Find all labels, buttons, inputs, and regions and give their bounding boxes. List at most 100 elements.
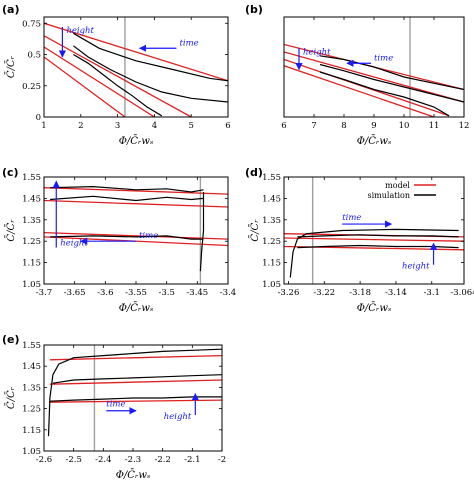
simulation-line-4 <box>297 234 459 238</box>
height-annotation: height <box>402 242 438 272</box>
simulation-line-4 <box>52 374 222 384</box>
model-line-3 <box>284 65 435 117</box>
y-tick-label: 0.75 <box>22 19 41 29</box>
annotation-label: time <box>179 38 198 48</box>
simulation-line-6 <box>73 53 163 117</box>
y-tick-label: 1.05 <box>22 447 41 457</box>
panel-letter: (d) <box>245 166 263 179</box>
x-tick-label: 8 <box>341 121 346 131</box>
simulation-line-4 <box>73 32 228 82</box>
annotation-label: height <box>303 47 331 57</box>
annotation-label: time <box>342 213 361 223</box>
plot-frame <box>43 16 229 118</box>
panel-letter: (c) <box>2 166 19 179</box>
x-axis-label: Φ/C̄ᵣwₛ <box>357 135 392 147</box>
simulation-line-6 <box>319 71 450 117</box>
x-tick-label: 4 <box>152 121 157 131</box>
model-line-3 <box>44 56 126 117</box>
model-line-2 <box>44 46 155 117</box>
x-axis-label: Φ/C̄ᵣwₛ <box>116 469 151 481</box>
model-line-1 <box>44 199 228 208</box>
x-tick-label: -3.5 <box>158 288 174 298</box>
panel-e: -2.6 -2.5 -2.4 -2.3 -2.2 -2.1 -2 1.05 1.15 1.25 1.… <box>2 333 226 481</box>
x-tick-label: -3.14 <box>385 288 407 298</box>
panel-letter: (a) <box>2 3 19 16</box>
x-tick-label: -3.6 <box>97 288 113 298</box>
annotation-label: height <box>402 262 430 272</box>
panel-a: 1 2 3 4 5 6 0 0.25 0.5 0.75(a) Φ/C̄ᵣwₛ C̄/C̄ᵣ height… <box>2 3 231 147</box>
x-tick-label: -2.5 <box>65 455 81 465</box>
plot-area <box>47 345 222 451</box>
legend-label: model <box>385 181 410 190</box>
model-line-2 <box>44 231 228 240</box>
x-tick-label: 9 <box>371 121 376 131</box>
x-tick-label: -3.064 <box>450 288 474 298</box>
model-line-1 <box>284 237 464 242</box>
model-line-1 <box>49 379 222 385</box>
x-tick-label: -3.55 <box>125 288 147 298</box>
x-tick-label: 5 <box>188 121 193 131</box>
plot-frame <box>283 176 465 285</box>
x-tick-label: -3.22 <box>313 288 335 298</box>
y-axis-label: C̄/C̄ᵣ <box>5 55 17 78</box>
x-tick-label: 6 <box>225 121 230 131</box>
time-annotation: time <box>346 53 393 67</box>
model-line-1 <box>284 51 464 103</box>
y-axis-label: C̄/C̄ᵣ <box>5 386 17 409</box>
x-tick-label: -2.6 <box>36 455 52 465</box>
panel-letter: (b) <box>245 3 263 16</box>
y-tick-label: 1.25 <box>22 237 41 247</box>
time-annotation: time <box>106 400 137 415</box>
x-tick-label: -3.18 <box>349 288 371 298</box>
annotation-label: height <box>66 26 94 36</box>
x-axis-label: Φ/C̄ᵣwₛ <box>119 302 154 314</box>
y-tick-label: 1.05 <box>262 280 281 290</box>
x-tick-label: 6 <box>281 121 286 131</box>
y-tick-label: 1.45 <box>22 194 41 204</box>
height-annotation: height <box>295 47 331 71</box>
x-tick-label: -3.26 <box>278 288 300 298</box>
y-tick-label: 1.15 <box>22 426 41 436</box>
legend-label: simulation <box>368 191 410 200</box>
x-tick-label: -2.2 <box>154 455 170 465</box>
y-tick-label: 1.05 <box>22 280 41 290</box>
y-tick-label: 1.15 <box>22 259 41 269</box>
plot-area <box>284 17 464 117</box>
simulation-line-5 <box>73 45 228 103</box>
plot-area <box>44 17 228 117</box>
x-tick-label: -3.7 <box>36 288 52 298</box>
x-tick-label: 10 <box>399 121 410 131</box>
y-tick-label: 0.5 <box>27 51 41 61</box>
y-tick-label: 1.35 <box>22 383 41 393</box>
simulation-line-5 <box>50 195 204 202</box>
panel-b: 6 7 8 9 10 11 12 (b) Φ/C̄ᵣwₛ height time <box>245 3 469 147</box>
model-line-0 <box>44 22 228 82</box>
time-annotation: time <box>342 213 393 228</box>
x-axis-label: Φ/C̄ᵣwₛ <box>119 135 154 147</box>
annotation-label: height <box>164 412 192 422</box>
annotation-label: time <box>106 400 125 410</box>
panel-d: -3.26 -3.22 -3.18 -3.14 -3.1 -3.064 1.05 1.15 1.… <box>245 166 474 314</box>
y-tick-label: 0 <box>36 113 41 123</box>
y-tick-label: 1.35 <box>262 216 281 226</box>
y-tick-label: 1.55 <box>262 173 281 183</box>
y-tick-label: 1.45 <box>262 194 281 204</box>
model-line-2 <box>49 399 222 403</box>
x-tick-label: -2.3 <box>125 455 141 465</box>
simulation-line-3 <box>289 228 459 278</box>
annotation-label: time <box>374 53 393 63</box>
x-tick-label: -3.1 <box>424 288 440 298</box>
annotation-label: height <box>60 239 88 249</box>
simulation-line-4 <box>319 55 464 91</box>
time-annotation: time <box>138 38 199 52</box>
x-tick-label: -2.4 <box>95 455 111 465</box>
model-line-2 <box>284 58 450 117</box>
time-annotation: time <box>80 231 158 245</box>
plot-area <box>44 177 228 284</box>
height-annotation: height <box>52 180 88 249</box>
model-line-0 <box>44 187 228 195</box>
y-tick-label: 0.25 <box>22 82 41 92</box>
simulation-line-7 <box>199 192 205 272</box>
model-line-1 <box>44 35 192 117</box>
